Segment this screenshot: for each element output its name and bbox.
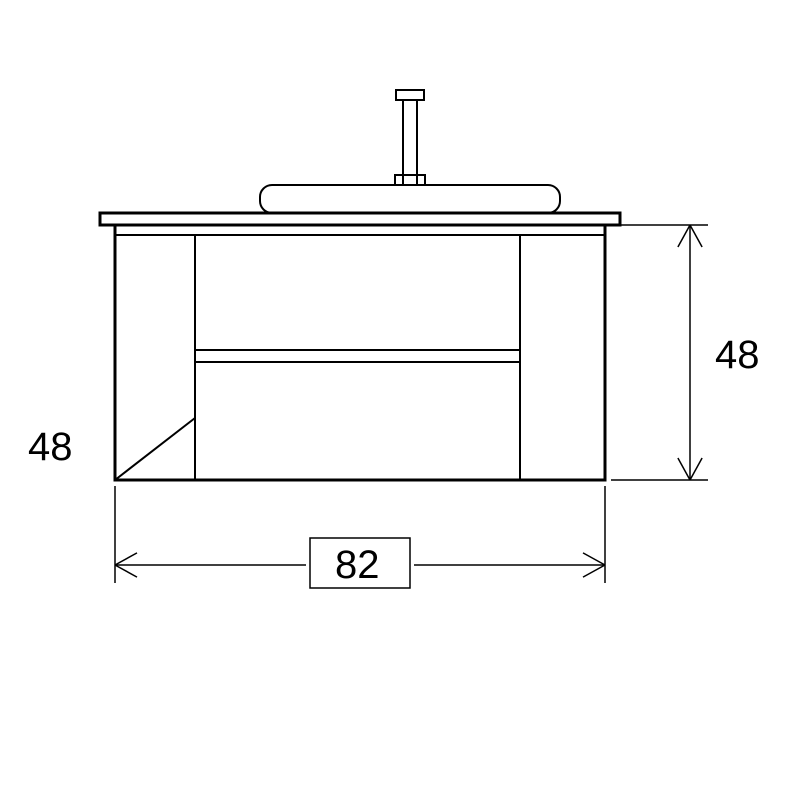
dimension-depth-value: 48 (28, 425, 73, 469)
dimension-height-value: 48 (715, 333, 760, 377)
faucet (395, 90, 425, 185)
cabinet-body (115, 225, 605, 480)
technical-drawing: 82 48 48 (0, 0, 800, 800)
dimension-height (611, 225, 708, 480)
basin (260, 185, 560, 213)
depth-diagonal (115, 418, 195, 480)
dimension-width-value: 82 (335, 543, 380, 587)
countertop (100, 213, 620, 225)
